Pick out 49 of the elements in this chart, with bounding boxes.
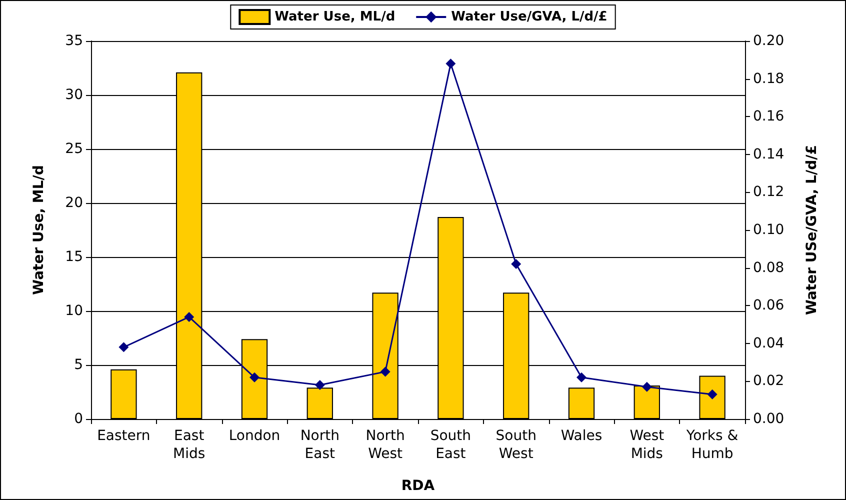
y-tick-label: 10 xyxy=(65,303,83,319)
point xyxy=(118,342,129,352)
point xyxy=(446,58,456,69)
point xyxy=(380,366,390,377)
point xyxy=(250,372,260,382)
point xyxy=(642,382,652,392)
x-tick-label: Wales xyxy=(560,428,602,444)
x-tick-label: Eastern xyxy=(97,428,150,444)
y2-tick-label: 0.10 xyxy=(753,222,784,238)
bar xyxy=(699,376,726,419)
y-tick-label: 0 xyxy=(74,411,83,427)
y2-tick-label: 0.16 xyxy=(753,108,784,125)
y2-tick-label: 0.06 xyxy=(753,298,784,314)
x-tick-label: London xyxy=(228,428,280,444)
bar xyxy=(568,388,595,419)
y-tick-label: 15 xyxy=(65,249,83,265)
legend-label: Water Use/GVA, L/d/£ xyxy=(451,10,608,24)
x-tick-label: South East xyxy=(430,428,472,462)
y-tick-label: 35 xyxy=(65,33,83,49)
bar xyxy=(110,369,137,419)
x-tick-label: Yorks & Humb xyxy=(685,428,738,462)
y2-tick-label: 0.04 xyxy=(753,335,784,352)
point xyxy=(511,259,522,270)
bar xyxy=(306,388,333,419)
point xyxy=(184,312,194,322)
y-tick-label: 20 xyxy=(65,195,83,211)
y2-tick-label: 0.08 xyxy=(753,260,784,276)
x-tick-label: North West xyxy=(366,428,405,462)
x-tick-label: South West xyxy=(496,428,536,462)
x-axis-title: RDA xyxy=(401,478,435,494)
point xyxy=(576,372,586,382)
y2-axis-title: Water USe/GVA, L/d/£ xyxy=(804,145,820,315)
y-axis-title: Water Use, ML/d xyxy=(31,165,47,295)
y2-tick-label: 0.20 xyxy=(753,33,784,49)
y-tick-label: 25 xyxy=(65,141,83,157)
point xyxy=(314,380,325,390)
legend-label: Water Use, ML/d xyxy=(274,10,396,24)
y2-tick-label: 0.00 xyxy=(753,411,784,427)
point xyxy=(707,389,718,400)
y2-tick-label: 0.12 xyxy=(753,184,784,200)
y-tick-label: 5 xyxy=(74,357,83,373)
x-tick-label: West Mids xyxy=(630,428,665,462)
y2-tick-label: 0.14 xyxy=(753,146,784,162)
bar xyxy=(634,386,660,419)
y2-tick-label: 0.02 xyxy=(753,373,784,390)
x-tick-label: North East xyxy=(300,428,340,462)
x-tick-label: East Mids xyxy=(173,428,206,462)
y-tick-label: 30 xyxy=(65,87,83,103)
y2-tick-label: 0.18 xyxy=(753,70,784,87)
